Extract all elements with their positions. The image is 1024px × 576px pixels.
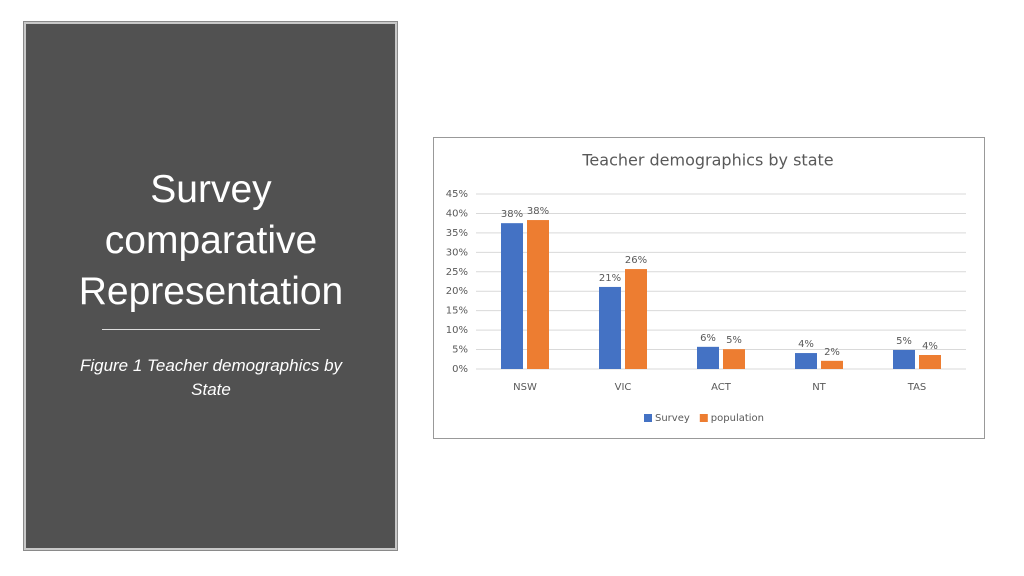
value-label: 21% — [599, 273, 621, 284]
slide-title: Survey comparative Representation — [78, 168, 344, 313]
value-label: 6% — [700, 333, 716, 344]
divider — [102, 329, 320, 330]
bar — [893, 349, 915, 369]
y-tick-label: 15% — [446, 306, 468, 317]
value-label: 5% — [726, 335, 742, 346]
y-tick-label: 0% — [452, 364, 468, 375]
bar — [919, 355, 941, 369]
y-tick-label: 10% — [446, 325, 468, 336]
bar — [821, 360, 843, 369]
y-tick-label: 5% — [452, 345, 468, 356]
x-tick-label: VIC — [615, 382, 632, 393]
value-label: 38% — [527, 206, 549, 217]
caption: Figure 1 Teacher demographics by State — [79, 356, 343, 399]
bar — [501, 223, 523, 369]
y-tick-label: 40% — [446, 208, 468, 219]
x-tick-label: NSW — [513, 382, 537, 393]
bar — [599, 286, 621, 369]
value-label: 4% — [798, 339, 814, 350]
value-label: 26% — [625, 255, 647, 266]
legend-label: population — [711, 413, 764, 424]
x-tick-label: ACT — [711, 382, 732, 393]
value-label: 4% — [922, 341, 938, 352]
y-tick-label: 30% — [446, 247, 468, 258]
legend-swatch — [644, 414, 652, 422]
bar — [527, 220, 549, 369]
value-label: 2% — [824, 347, 840, 358]
side-panel: Survey comparative Representation Figure… — [23, 21, 398, 551]
chart: Teacher demographics by state 0% 5% 10% 15%… — [433, 137, 985, 439]
x-tick-label: TAS — [907, 382, 927, 393]
legend-label: Survey — [655, 413, 690, 424]
y-tick-label: 45% — [446, 189, 468, 200]
bar — [723, 349, 745, 369]
y-tick-label: 20% — [446, 286, 468, 297]
legend-swatch — [699, 414, 708, 422]
y-tick-label: 35% — [446, 228, 468, 239]
bar — [625, 269, 647, 369]
bar — [795, 353, 817, 369]
value-label: 38% — [501, 209, 523, 220]
y-tick-label: 25% — [446, 267, 468, 278]
x-tick-label: NT — [812, 382, 826, 393]
value-label: 5% — [896, 336, 912, 347]
bar — [697, 346, 719, 369]
chart-title: Teacher demographics by state — [581, 151, 833, 170]
